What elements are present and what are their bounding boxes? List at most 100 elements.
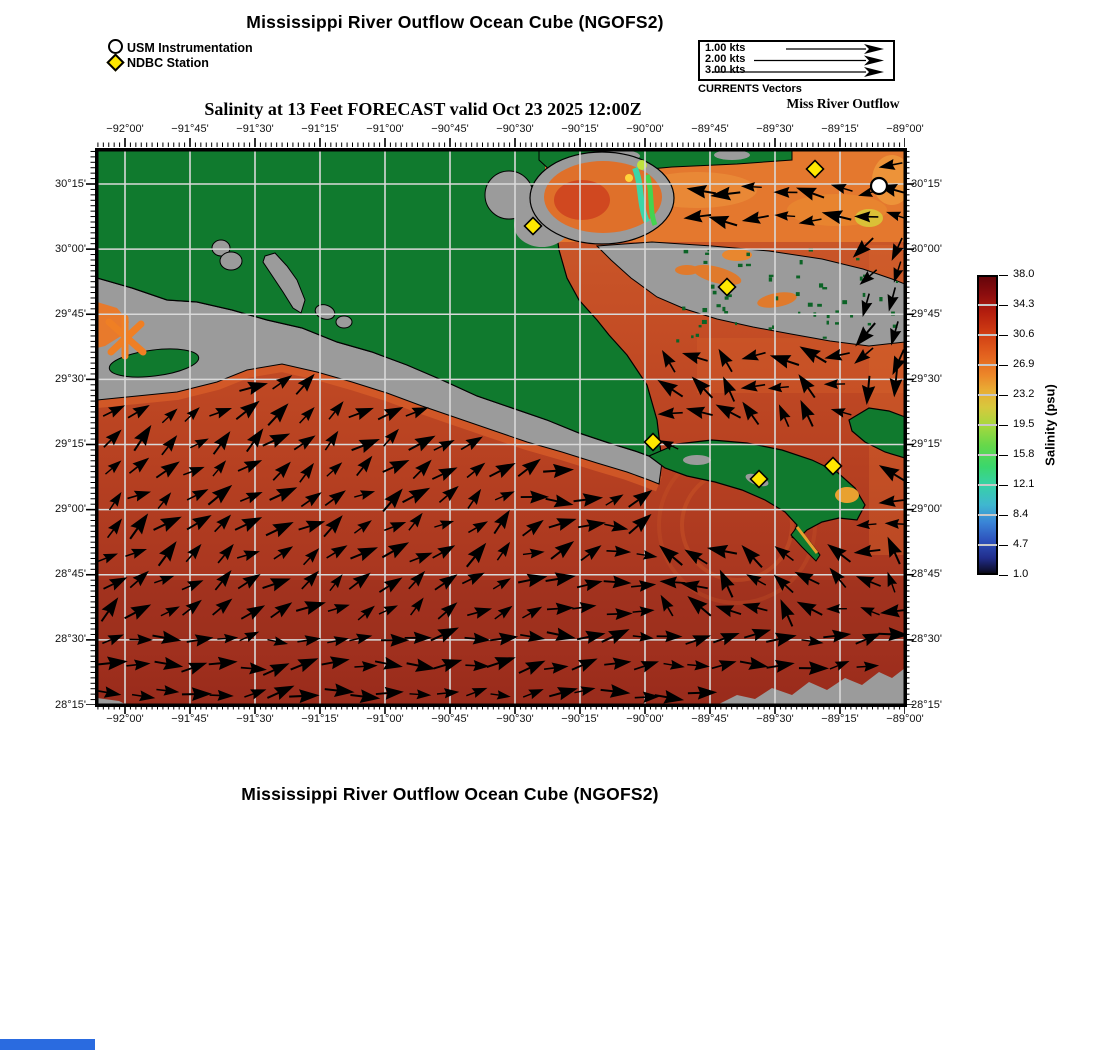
top-axis-ticks: [97, 138, 905, 147]
lon-label-bottom: −90°15': [561, 713, 599, 725]
footer-title: Mississippi River Outflow Ocean Cube (NG…: [241, 784, 659, 804]
lon-label-top: −91°45': [171, 123, 209, 135]
lon-label-top: −90°30': [496, 123, 534, 135]
colorbar-tick-label: 15.8: [1013, 448, 1035, 460]
colorbar-gridline: [978, 334, 997, 336]
lon-label-bottom: −91°00': [366, 713, 404, 725]
colorbar-title: Salinity (psu): [1042, 384, 1058, 466]
lat-label-left: 30°15': [55, 177, 86, 190]
lat-label-left: 29°30': [55, 372, 86, 385]
colorbar-tick-dash: [999, 454, 1008, 456]
lon-label-top: −89°15': [821, 123, 859, 135]
lon-label-top: −89°00': [886, 123, 924, 135]
lon-label-top: −90°45': [431, 123, 469, 135]
lon-label-top: −90°15': [561, 123, 599, 135]
colorbar-gridline: [978, 394, 997, 396]
currents-row-1-label: 1.00 kts: [705, 42, 746, 54]
ndbc-diamond-icon: [106, 53, 125, 72]
lat-label-left: 29°45': [55, 307, 86, 320]
lon-label-top: −92°00': [106, 123, 144, 135]
colorbar-gridline: [978, 544, 997, 546]
ndbc-station-marker: [643, 432, 663, 452]
colorbar-tick-label: 19.5: [1013, 418, 1035, 430]
map-canvas: [95, 148, 907, 707]
lat-label-right: 29°00': [911, 503, 942, 516]
colorbar-tick-label: 1.0: [1013, 568, 1029, 580]
legend-usm-label: USM Instrumentation: [127, 41, 253, 55]
colorbar-tick-dash: [999, 514, 1008, 516]
colorbar-tick-dash: [999, 484, 1008, 486]
colorbar-gridline: [978, 424, 997, 426]
lat-label-left: 28°15': [55, 698, 86, 711]
bottom-left-blue-bar: [0, 1039, 95, 1050]
currents-legend-box: 1.00 kts 2.00 kts 3.00 kts: [698, 40, 895, 81]
colorbar-tick-label: 8.4: [1013, 508, 1029, 520]
lon-label-top: −91°00': [366, 123, 404, 135]
map-graphic: [97, 150, 905, 705]
lat-label-left: 29°00': [55, 503, 86, 516]
lon-label-bottom: −91°45': [171, 713, 209, 725]
map-subtitle: Salinity at 13 Feet FORECAST valid Oct 2…: [204, 99, 642, 119]
colorbar-gridline: [978, 514, 997, 516]
colorbar-tick-dash: [999, 394, 1008, 396]
legend-ndbc-label: NDBC Station: [127, 56, 209, 70]
ndbc-station-marker: [717, 277, 737, 297]
currents-arrows-icon: [712, 44, 884, 77]
colorbar-tick-label: 38.0: [1013, 268, 1035, 280]
lon-label-bottom: −89°15': [821, 713, 859, 725]
lon-label-top: −91°15': [301, 123, 339, 135]
colorbar-tick-dash: [999, 574, 1008, 576]
colorbar-tick-label: 34.3: [1013, 298, 1035, 310]
lat-label-left: 29°15': [55, 438, 86, 450]
lon-label-bottom: −89°45': [691, 713, 729, 725]
lat-label-right: 29°45': [911, 307, 942, 320]
lon-label-bottom: −89°00': [886, 713, 924, 725]
colorbar-tick-dash: [999, 424, 1008, 426]
lat-label-left: 30°00': [55, 242, 86, 255]
colorbar-tick-dash: [999, 544, 1008, 546]
page-title: Mississippi River Outflow Ocean Cube (NG…: [246, 12, 664, 32]
ndbc-station-marker: [523, 216, 543, 236]
usm-station-marker: [869, 176, 889, 196]
colorbar-tick-label: 12.1: [1013, 478, 1035, 490]
currents-row-3-label: 3.00 kts: [705, 64, 746, 76]
ndbc-station-marker: [805, 159, 825, 179]
left-axis-ticks: [86, 150, 95, 705]
lat-label-right: 28°45': [911, 568, 942, 581]
lat-label-right: 28°30': [911, 633, 942, 646]
legend-ndbc-row: NDBC Station: [106, 53, 253, 72]
ndbc-station-marker: [749, 469, 769, 489]
lon-label-top: −91°30': [236, 123, 274, 135]
colorbar-tick-label: 26.9: [1013, 358, 1035, 370]
lon-label-top: −90°00': [626, 123, 664, 135]
lon-label-top: −89°45': [691, 123, 729, 135]
colorbar-tick-label: 23.2: [1013, 388, 1035, 400]
region-label: Miss River Outflow: [786, 96, 900, 111]
colorbar-gridline: [978, 364, 997, 366]
marker-legend: USM Instrumentation NDBC Station: [106, 39, 253, 72]
lat-label-left: 28°30': [55, 633, 86, 646]
colorbar-tick-label: 30.6: [1013, 328, 1035, 340]
lat-label-left: 28°45': [55, 568, 86, 581]
colorbar-tick-dash: [999, 274, 1008, 276]
lon-label-bottom: −90°00': [626, 713, 664, 725]
colorbar-gridline: [978, 454, 997, 456]
colorbar-gridline: [978, 304, 997, 306]
lon-label-bottom: −89°30': [756, 713, 794, 725]
lon-label-top: −89°30': [756, 123, 794, 135]
lon-label-bottom: −91°15': [301, 713, 339, 725]
lat-label-right: 29°15': [911, 438, 942, 450]
lat-label-right: 30°00': [911, 242, 942, 255]
lon-label-bottom: −92°00': [106, 713, 144, 725]
lon-label-bottom: −90°45': [431, 713, 469, 725]
ndbc-station-marker: [823, 456, 843, 476]
colorbar-tick-label: 4.7: [1013, 538, 1029, 550]
legend-usm-row: USM Instrumentation: [108, 39, 253, 55]
usm-circle-icon: [108, 39, 123, 54]
lon-label-bottom: −90°30': [496, 713, 534, 725]
colorbar-tick-dash: [999, 304, 1008, 306]
currents-legend-title: CURRENTS Vectors: [698, 83, 802, 95]
colorbar-tick-dash: [999, 364, 1008, 366]
colorbar-tick-dash: [999, 334, 1008, 336]
